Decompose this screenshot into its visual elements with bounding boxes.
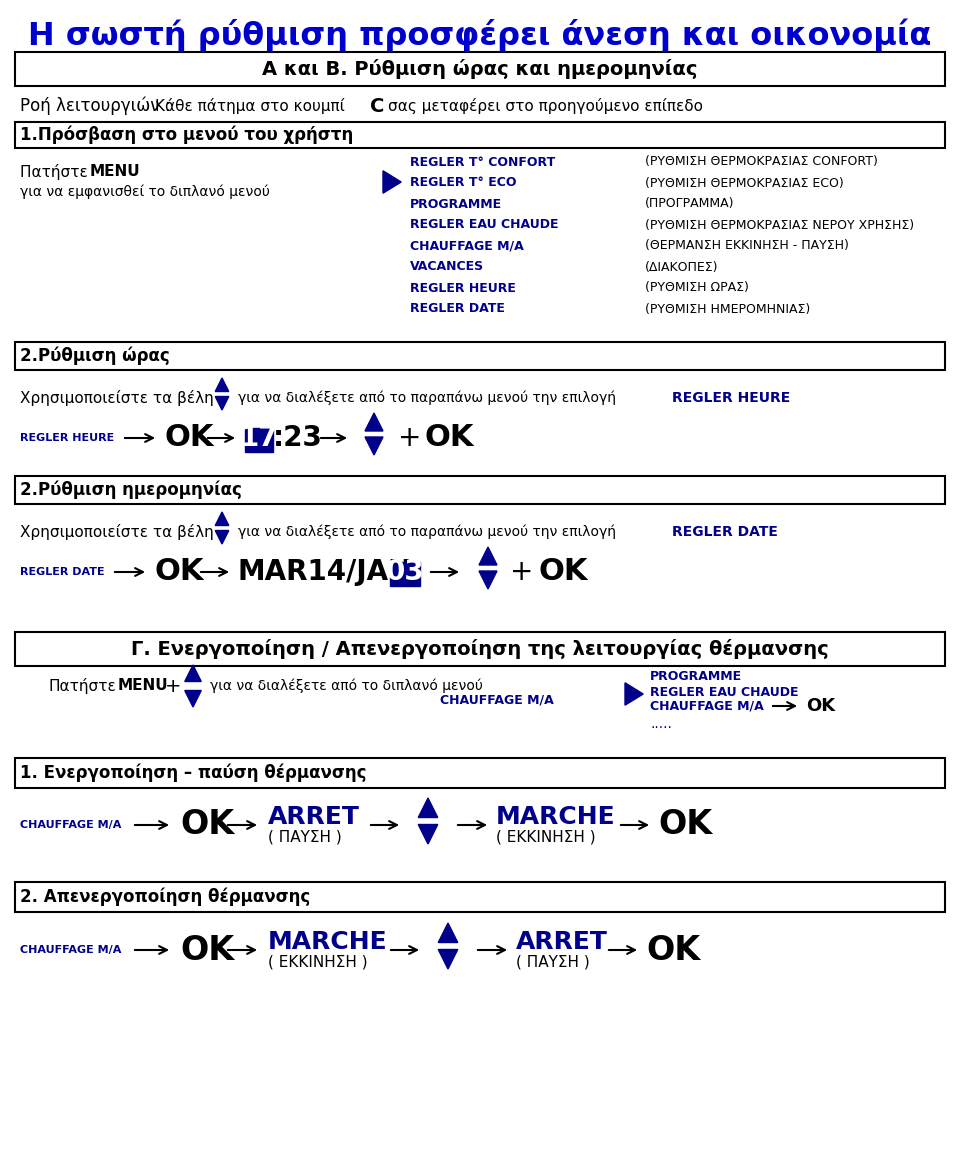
Polygon shape — [184, 691, 202, 707]
Text: 2. Απενεργοποίηση θέρμανσης: 2. Απενεργοποίηση θέρμανσης — [20, 888, 310, 906]
Text: REGLER HEURE: REGLER HEURE — [672, 391, 790, 405]
Text: PROGRAMME: PROGRAMME — [650, 670, 742, 683]
Bar — [390, 562, 420, 586]
Text: 1.Πρόσβαση στο μενού του χρήστη: 1.Πρόσβαση στο μενού του χρήστη — [20, 126, 353, 145]
Text: OK: OK — [658, 808, 712, 841]
Text: για να διαλέξετε από το παραπάνω μενού την επιλογή: για να διαλέξετε από το παραπάνω μενού τ… — [238, 525, 616, 539]
Text: REGLER DATE: REGLER DATE — [672, 525, 778, 539]
Text: (ΡΥΘΜΙΣΗ ΘΕΡΜΟΚΡΑΣΙΑΣ ΝΕΡΟΥ ΧΡΗΣΗΣ): (ΡΥΘΜΙΣΗ ΘΕΡΜΟΚΡΑΣΙΑΣ ΝΕΡΟΥ ΧΡΗΣΗΣ) — [645, 219, 914, 231]
Text: +: + — [398, 424, 421, 452]
Text: REGLER HEURE: REGLER HEURE — [20, 434, 114, 443]
Text: ARRET: ARRET — [516, 929, 608, 954]
Text: Κάθε πάτημα στο κουμπί: Κάθε πάτημα στο κουμπί — [155, 98, 345, 114]
Text: OK: OK — [646, 933, 700, 967]
Text: 1. Ενεργοποίηση – παύση θέρμανσης: 1. Ενεργοποίηση – παύση θέρμανσης — [20, 764, 367, 783]
Text: για να διαλέξετε από το διπλανό μενού: για να διαλέξετε από το διπλανό μενού — [210, 679, 483, 693]
Polygon shape — [439, 949, 458, 969]
Text: +: + — [165, 677, 181, 696]
Polygon shape — [383, 170, 401, 193]
Text: OK: OK — [155, 557, 204, 586]
Text: για να διαλέξετε από το παραπάνω μενού την επιλογή: για να διαλέξετε από το παραπάνω μενού τ… — [238, 391, 616, 405]
Polygon shape — [419, 798, 438, 818]
Text: MAR14/JAN: MAR14/JAN — [238, 558, 412, 586]
Text: Ροή λειτουργιών :: Ροή λειτουργιών : — [20, 96, 171, 115]
Polygon shape — [184, 665, 202, 682]
Text: REGLER DATE: REGLER DATE — [20, 568, 105, 577]
Text: (ΡΥΘΜΙΣΗ ΘΕΡΜΟΚΡΑΣΙΑΣ ECO): (ΡΥΘΜΙΣΗ ΘΕΡΜΟΚΡΑΣΙΑΣ ECO) — [645, 176, 844, 189]
Polygon shape — [365, 412, 383, 431]
Text: OK: OK — [180, 808, 234, 841]
Bar — [15, 632, 945, 666]
Bar — [245, 428, 273, 452]
Text: ( ΕΚΚΙΝΗΣΗ ): ( ΕΚΚΙΝΗΣΗ ) — [496, 830, 595, 845]
Bar — [15, 882, 945, 912]
Bar — [15, 122, 945, 148]
Text: C: C — [370, 96, 384, 115]
Text: CHAUFFAGE M/A: CHAUFFAGE M/A — [650, 699, 764, 712]
Text: (ΠΡΟΓΡΑΜΜΑ): (ΠΡΟΓΡΑΜΜΑ) — [645, 197, 734, 210]
Bar — [15, 342, 945, 370]
Polygon shape — [625, 683, 643, 705]
Text: REGLER EAU CHAUDE: REGLER EAU CHAUDE — [410, 219, 559, 231]
Text: Α και Β. Ρύθμιση ώρας και ημερομηνίας: Α και Β. Ρύθμιση ώρας και ημερομηνίας — [262, 59, 698, 79]
Text: OK: OK — [180, 933, 234, 967]
Bar — [15, 476, 945, 504]
Text: REGLER T° CONFORT: REGLER T° CONFORT — [410, 155, 555, 168]
Text: Χρησιμοποιείστε τα βέλη: Χρησιμοποιείστε τα βέλη — [20, 524, 214, 540]
Text: ( ΕΚΚΙΝΗΣΗ ): ( ΕΚΚΙΝΗΣΗ ) — [268, 954, 368, 969]
Text: PROGRAMME: PROGRAMME — [410, 197, 502, 210]
Text: 17: 17 — [240, 424, 278, 452]
Text: VACANCES: VACANCES — [410, 261, 484, 274]
Text: Η σωστή ρύθμιση προσφέρει άνεση και οικονομία: Η σωστή ρύθμιση προσφέρει άνεση και οικο… — [28, 19, 932, 52]
Text: OK: OK — [806, 697, 835, 716]
Text: ( ΠΑΥΣΗ ): ( ΠΑΥΣΗ ) — [268, 830, 342, 845]
Polygon shape — [479, 571, 497, 589]
Text: 03: 03 — [386, 558, 424, 586]
Text: MARCHE: MARCHE — [496, 805, 615, 830]
Polygon shape — [215, 530, 228, 544]
Text: MENU: MENU — [118, 678, 169, 693]
Text: REGLER T° ECO: REGLER T° ECO — [410, 176, 516, 189]
Text: (ΡΥΘΜΙΣΗ ΘΕΡΜΟΚΡΑΣΙΑΣ CONFORT): (ΡΥΘΜΙΣΗ ΘΕΡΜΟΚΡΑΣΙΑΣ CONFORT) — [645, 155, 877, 168]
Text: σας μεταφέρει στο προηγούμενο επίπεδο: σας μεταφέρει στο προηγούμενο επίπεδο — [388, 98, 703, 114]
Text: ( ΠΑΥΣΗ ): ( ΠΑΥΣΗ ) — [516, 954, 589, 969]
Polygon shape — [215, 512, 228, 525]
Text: REGLER EAU CHAUDE: REGLER EAU CHAUDE — [650, 685, 799, 698]
Text: OK: OK — [425, 423, 474, 452]
Text: (ΡΥΘΜΙΣΗ ΗΜΕΡΟΜΗΝΙΑΣ): (ΡΥΘΜΙΣΗ ΗΜΕΡΟΜΗΝΙΑΣ) — [645, 302, 810, 316]
Text: ARRET: ARRET — [268, 805, 360, 830]
Polygon shape — [439, 924, 458, 942]
Polygon shape — [419, 825, 438, 844]
Text: Πατήστε: Πατήστε — [48, 678, 116, 694]
Bar — [15, 758, 945, 788]
Text: MARCHE: MARCHE — [268, 929, 388, 954]
Text: Χρησιμοποιείστε τα βέλη: Χρησιμοποιείστε τα βέλη — [20, 390, 214, 407]
Text: CHAUFFAGE M/A: CHAUFFAGE M/A — [440, 693, 554, 706]
Text: (ΔΙΑΚΟΠΕΣ): (ΔΙΑΚΟΠΕΣ) — [645, 261, 718, 274]
Text: 2.Ρύθμιση ημερομηνίας: 2.Ρύθμιση ημερομηνίας — [20, 481, 242, 499]
Text: REGLER DATE: REGLER DATE — [410, 302, 505, 316]
Polygon shape — [215, 396, 228, 410]
Text: Γ. Ενεργοποίηση / Απενεργοποίηση της λειτουργίας θέρμανσης: Γ. Ενεργοποίηση / Απενεργοποίηση της λει… — [132, 639, 828, 659]
Text: +: + — [510, 558, 534, 586]
Text: CHAUFFAGE M/A: CHAUFFAGE M/A — [20, 820, 121, 830]
Polygon shape — [215, 378, 228, 391]
Polygon shape — [365, 437, 383, 455]
Text: CHAUFFAGE M/A: CHAUFFAGE M/A — [410, 240, 524, 253]
Text: CHAUFFAGE M/A: CHAUFFAGE M/A — [20, 945, 121, 955]
Bar — [15, 52, 945, 86]
Polygon shape — [479, 548, 497, 565]
Text: 2.Ρύθμιση ώρας: 2.Ρύθμιση ώρας — [20, 347, 170, 365]
Text: (ΡΥΘΜΙΣΗ ΩΡΑΣ): (ΡΥΘΜΙΣΗ ΩΡΑΣ) — [645, 282, 749, 295]
Text: Πατήστε: Πατήστε — [20, 165, 98, 180]
Text: REGLER HEURE: REGLER HEURE — [410, 282, 516, 295]
Text: :23: :23 — [273, 424, 323, 452]
Text: OK: OK — [165, 423, 214, 452]
Text: MENU: MENU — [90, 165, 140, 180]
Text: (ΘΕΡΜΑΝΣΗ ΕΚΚΙΝΗΣΗ - ΠΑΥΣΗ): (ΘΕΡΜΑΝΣΗ ΕΚΚΙΝΗΣΗ - ΠΑΥΣΗ) — [645, 240, 849, 253]
Text: για να εμφανισθεί το διπλανό μενού: για να εμφανισθεί το διπλανό μενού — [20, 184, 270, 200]
Text: OK: OK — [538, 557, 588, 586]
Text: .....: ..... — [650, 717, 672, 731]
